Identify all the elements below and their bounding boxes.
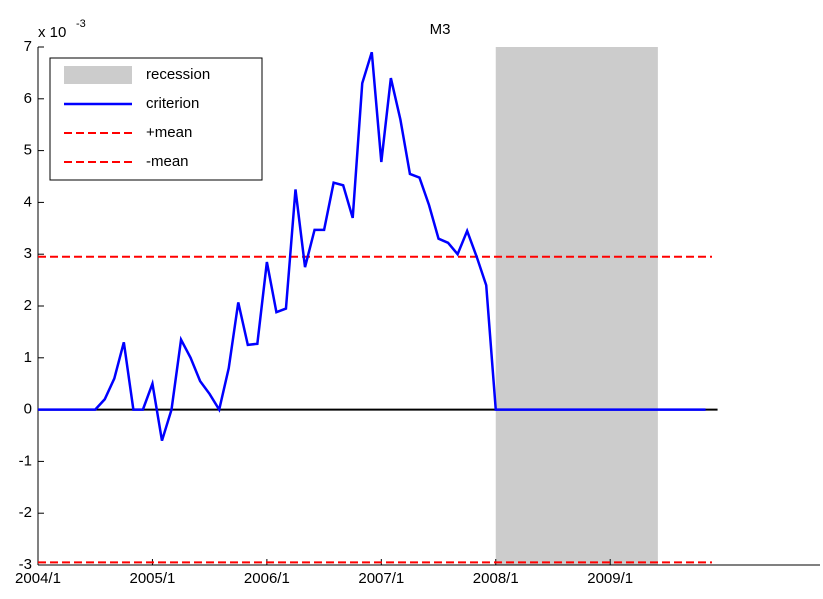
legend-label: criterion [146,95,199,112]
x-tick-label: 2006/1 [244,570,290,587]
y-tick-label: 3 [24,245,32,262]
legend-label: recession [146,66,210,83]
y-tick-label: 2 [24,297,32,314]
legend-label: +mean [146,124,192,141]
y-multiplier-exponent: -3 [76,18,86,30]
chart-title: M3 [430,21,451,38]
y-tick-label: 4 [24,193,32,210]
y-tick-label: -1 [19,452,32,469]
x-tick-label: 2005/1 [129,570,175,587]
y-tick-label: -3 [19,556,32,573]
x-tick-label: 2009/1 [587,570,633,587]
y-multiplier: x 10 [38,24,66,41]
y-tick-label: 1 [24,349,32,366]
y-tick-label: 6 [24,90,32,107]
legend-label: -mean [146,153,189,170]
x-tick-label: 2007/1 [358,570,404,587]
x-tick-label: 2008/1 [473,570,519,587]
legend-swatch [64,66,132,84]
x-tick-label: 2004/1 [15,570,61,587]
y-tick-label: -2 [19,504,32,521]
recession-band [495,47,658,565]
y-tick-label: 5 [24,142,32,159]
y-tick-label: 0 [24,401,32,418]
y-tick-label: 7 [24,38,32,55]
criterion-line [38,51,706,442]
